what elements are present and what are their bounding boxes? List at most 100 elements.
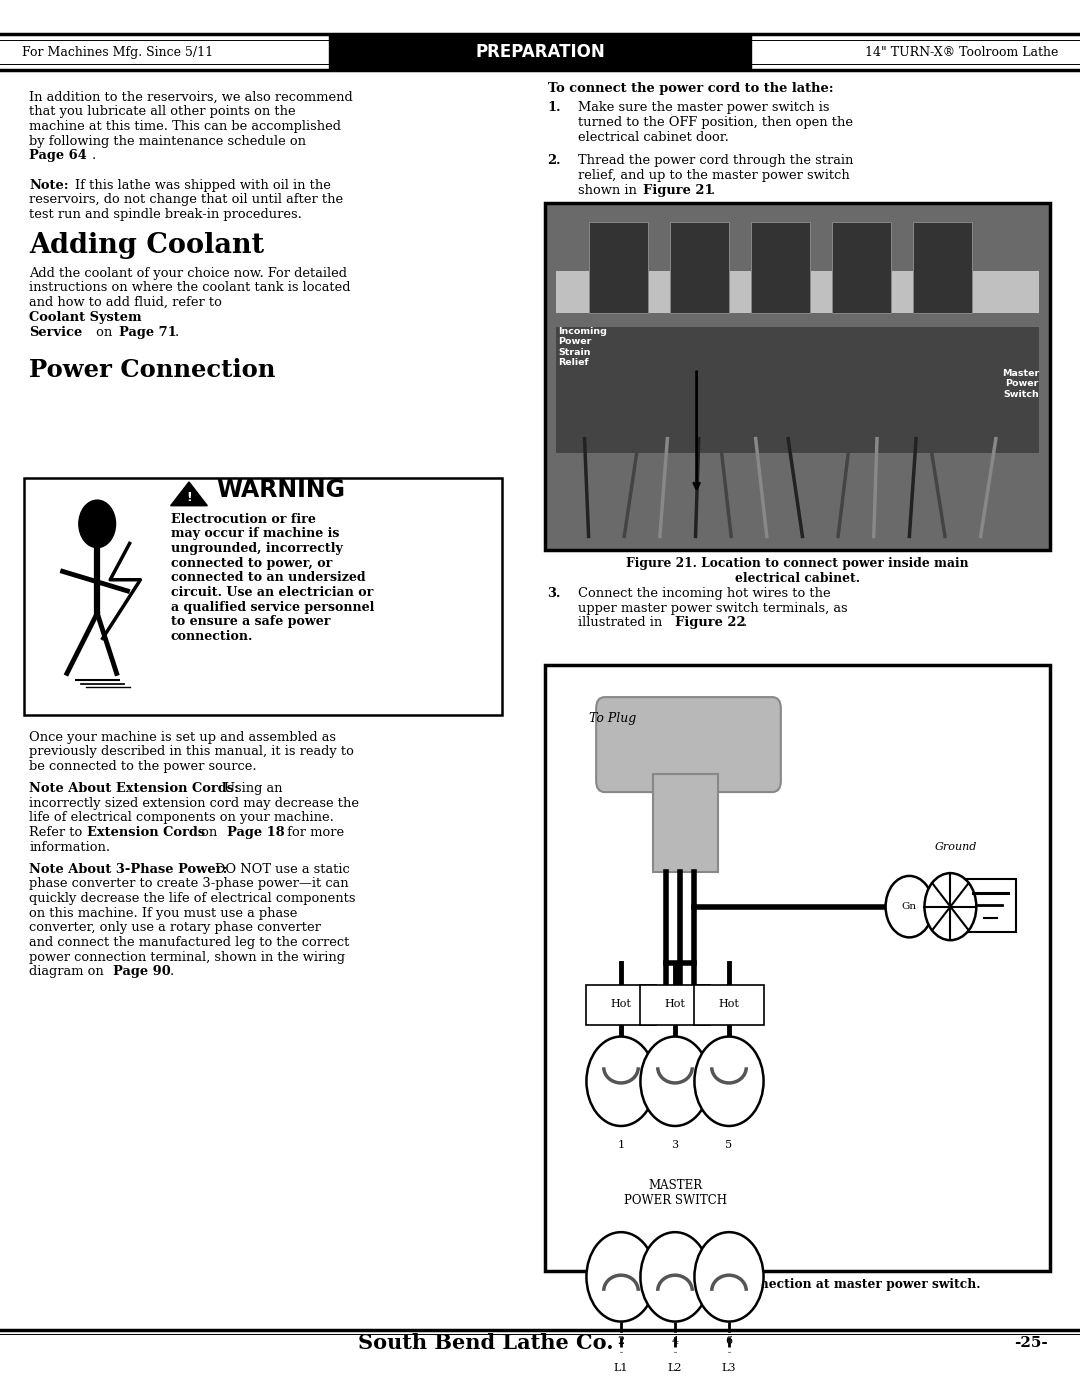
Text: Gn: Gn [902, 902, 917, 911]
FancyBboxPatch shape [694, 985, 764, 1025]
Text: Note About Extension Cords:: Note About Extension Cords: [29, 782, 239, 795]
Text: Hot: Hot [610, 999, 632, 1010]
Text: !: ! [186, 490, 192, 504]
Text: 3: 3 [672, 1140, 678, 1150]
Text: MASTER
POWER SWITCH: MASTER POWER SWITCH [623, 1179, 727, 1207]
Text: Make sure the master power switch is: Make sure the master power switch is [578, 102, 829, 115]
Circle shape [924, 873, 976, 940]
Text: a qualified service personnel: a qualified service personnel [171, 601, 374, 613]
Text: Once your machine is set up and assembled as: Once your machine is set up and assemble… [29, 731, 336, 743]
Text: Electrocution or fire: Electrocution or fire [171, 513, 315, 525]
Text: machine at this time. This can be accomplished: machine at this time. This can be accomp… [29, 120, 341, 133]
Text: Extension Cords: Extension Cords [87, 826, 205, 840]
Text: electrical cabinet door.: electrical cabinet door. [578, 131, 729, 144]
Text: Page 18: Page 18 [227, 826, 284, 840]
Bar [329, 35, 751, 70]
FancyBboxPatch shape [586, 985, 656, 1025]
Text: on this machine. If you must use a phase: on this machine. If you must use a phase [29, 907, 297, 919]
Text: shown in: shown in [578, 183, 640, 197]
Circle shape [79, 500, 116, 548]
Text: incorrectly sized extension cord may decrease the: incorrectly sized extension cord may dec… [29, 796, 360, 810]
Text: .: . [711, 183, 715, 197]
Text: 2.: 2. [548, 154, 562, 168]
Text: In addition to the reservoirs, we also recommend: In addition to the reservoirs, we also r… [29, 91, 353, 103]
Text: quickly decrease the life of electrical components: quickly decrease the life of electrical … [29, 893, 355, 905]
Text: upper master power switch terminals, as: upper master power switch terminals, as [578, 602, 848, 615]
Text: power connection terminal, shown in the wiring: power connection terminal, shown in the … [29, 951, 346, 964]
Text: converter, only use a rotary phase converter: converter, only use a rotary phase conve… [29, 922, 321, 935]
Text: information.: information. [29, 841, 110, 854]
Bar [556, 327, 1039, 453]
Circle shape [694, 1232, 764, 1322]
Text: WARNING: WARNING [216, 478, 345, 503]
Text: Hot: Hot [664, 999, 686, 1010]
Text: Using an: Using an [224, 782, 282, 795]
Text: on: on [92, 326, 117, 338]
Text: Figure 22. Power connection at master power switch.: Figure 22. Power connection at master po… [615, 1278, 981, 1291]
Text: PREPARATION: PREPARATION [475, 43, 605, 61]
Text: Service: Service [29, 326, 82, 338]
Text: 2: 2 [618, 1336, 624, 1345]
Text: 1.: 1. [548, 102, 562, 115]
Text: L2: L2 [667, 1363, 683, 1373]
Text: test run and spindle break-in procedures.: test run and spindle break-in procedures… [29, 208, 302, 221]
Text: Note:: Note: [29, 179, 69, 191]
Text: circuit. Use an electrician or: circuit. Use an electrician or [171, 585, 373, 599]
Text: may occur if machine is: may occur if machine is [171, 527, 339, 541]
Text: Incoming
Power
Strain
Relief: Incoming Power Strain Relief [558, 327, 607, 367]
Circle shape [640, 1232, 710, 1322]
Text: life of electrical components on your machine.: life of electrical components on your ma… [29, 812, 334, 824]
Circle shape [694, 1037, 764, 1126]
Bar [913, 222, 972, 313]
Text: .: . [743, 616, 747, 630]
Circle shape [640, 1037, 710, 1126]
Text: electrical cabinet.: electrical cabinet. [735, 573, 860, 585]
Text: L3: L3 [721, 1363, 737, 1373]
Text: .: . [92, 149, 96, 162]
Text: 14" TURN-X® Toolroom Lathe: 14" TURN-X® Toolroom Lathe [865, 46, 1058, 59]
Text: relief, and up to the master power switch: relief, and up to the master power switc… [578, 169, 850, 182]
Text: Add the coolant of your choice now. For detailed: Add the coolant of your choice now. For … [29, 267, 347, 279]
Text: by following the maintenance schedule on: by following the maintenance schedule on [29, 134, 306, 148]
Bar [589, 222, 648, 313]
Text: Figure 22: Figure 22 [675, 616, 745, 630]
Bar [670, 222, 729, 313]
FancyBboxPatch shape [640, 985, 710, 1025]
Polygon shape [171, 482, 207, 506]
Text: turned to the OFF position, then open the: turned to the OFF position, then open th… [578, 116, 853, 129]
Text: .: . [175, 326, 179, 338]
Bar [832, 222, 891, 313]
Bar [24, 478, 502, 715]
Text: ungrounded, incorrectly: ungrounded, incorrectly [171, 542, 342, 555]
Text: 4: 4 [672, 1336, 678, 1345]
Text: Thread the power cord through the strain: Thread the power cord through the strain [578, 154, 853, 168]
Text: be connected to the power source.: be connected to the power source. [29, 760, 257, 773]
Text: South Bend Lathe Co.: South Bend Lathe Co. [359, 1333, 613, 1352]
Text: Figure 21. Location to connect power inside main: Figure 21. Location to connect power ins… [626, 557, 969, 570]
Text: 5: 5 [726, 1140, 732, 1150]
Text: Page 64: Page 64 [29, 149, 86, 162]
Text: Master
Power
Switch: Master Power Switch [1002, 369, 1039, 398]
Text: Note About 3-Phase Power:: Note About 3-Phase Power: [29, 863, 228, 876]
FancyBboxPatch shape [596, 697, 781, 792]
Text: L1: L1 [613, 1363, 629, 1373]
Text: diagram on: diagram on [29, 965, 108, 978]
Bar [964, 879, 1016, 932]
Circle shape [586, 1037, 656, 1126]
Text: 3.: 3. [548, 587, 561, 601]
Bar [545, 203, 1050, 550]
Text: Hot: Hot [718, 999, 740, 1010]
Text: To Plug: To Plug [589, 711, 636, 725]
Text: on: on [197, 826, 221, 840]
Text: Figure 21: Figure 21 [643, 183, 713, 197]
Text: Page 71: Page 71 [119, 326, 176, 338]
Bar [751, 222, 810, 313]
Text: and how to add fluid, refer to: and how to add fluid, refer to [29, 296, 222, 309]
Text: For Machines Mfg. Since 5/11: For Machines Mfg. Since 5/11 [22, 46, 213, 59]
Text: that you lubricate all other points on the: that you lubricate all other points on t… [29, 105, 296, 119]
Text: and connect the manufactured leg to the correct: and connect the manufactured leg to the … [29, 936, 350, 949]
Text: connected to power, or: connected to power, or [171, 556, 332, 570]
Text: .: . [170, 965, 174, 978]
Text: for more: for more [283, 826, 345, 840]
Text: previously described in this manual, it is ready to: previously described in this manual, it … [29, 746, 354, 759]
